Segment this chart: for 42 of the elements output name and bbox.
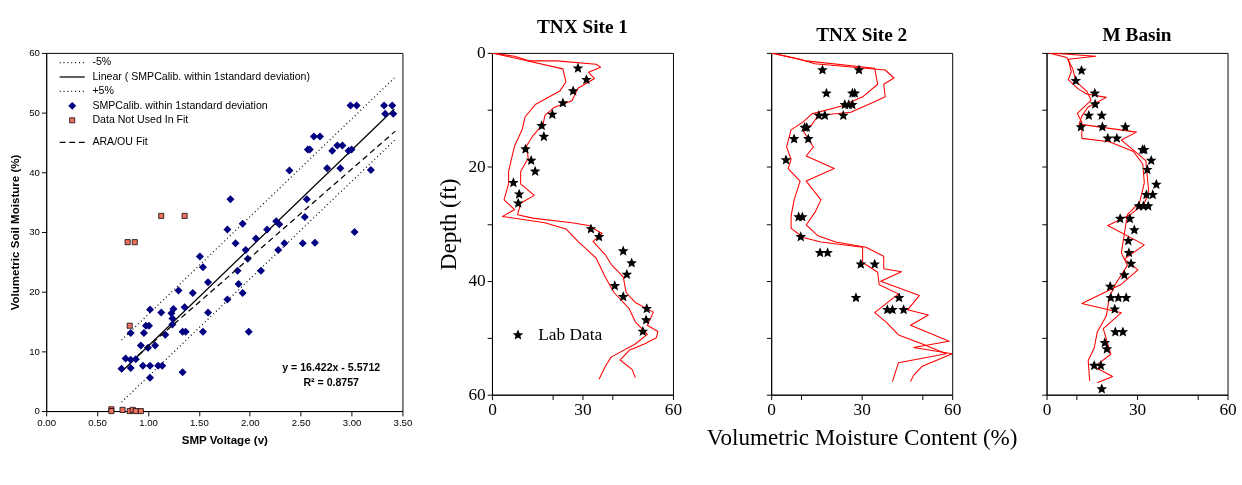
x-tick-label: 0.50	[88, 417, 107, 428]
x-tick-label: 1.00	[139, 417, 158, 428]
y-tick-label: 20	[29, 286, 40, 298]
x-tick-label: 0.00	[37, 417, 57, 428]
legend-label: SMPCalib. within 1standard deviation	[92, 98, 268, 111]
y-tick-label: 60	[29, 47, 40, 59]
annotation: y = 16.422x - 5.5712	[282, 360, 381, 373]
legend-label: Lab Data	[538, 324, 603, 344]
x-axis-title: Volumetric Moisture Content (%)	[706, 424, 1018, 451]
x-tick-label: 0	[1042, 400, 1052, 420]
chart-title: TNX Site 2	[816, 23, 908, 45]
y-tick-label: 40	[29, 166, 40, 178]
y-tick-label: 60	[468, 385, 486, 405]
x-tick-label: 60	[944, 400, 962, 420]
legend-label: -5%	[92, 55, 112, 68]
legend-label: Data Not Used In Fit	[92, 113, 189, 126]
x-tick-label: 2.50	[291, 417, 311, 428]
x-tick-label: 3.50	[393, 417, 413, 428]
legend-label: ARA/OU Fit	[92, 135, 148, 148]
x-axis-title: SMP Voltage (v)	[181, 434, 269, 447]
y-axis-title: Depth (ft)	[434, 178, 461, 271]
legend-label: +5%	[92, 84, 115, 97]
legend-label: Linear ( SMPCalib. within 1standard deviation)	[92, 69, 310, 82]
x-tick-label: 0	[767, 400, 777, 420]
y-tick-label: 10	[29, 345, 40, 357]
y-tick-label: 20	[468, 157, 486, 177]
y-tick-label: 40	[468, 271, 486, 291]
annotation: R² = 0.8757	[303, 376, 360, 389]
x-tick-label: 1.50	[190, 417, 209, 428]
x-tick-label: 30	[1128, 400, 1147, 420]
y-tick-label: 50	[29, 106, 40, 118]
x-tick-label: 30	[853, 400, 871, 420]
x-tick-label: 60	[664, 400, 683, 420]
chart-title: M Basin	[1102, 23, 1172, 45]
x-tick-label: 30	[574, 400, 592, 420]
chart-title: TNX Site 1	[537, 15, 628, 37]
y-axis-title: Volumetric Soil Moisture (%)	[8, 154, 21, 311]
x-tick-label: 60	[1219, 400, 1237, 420]
y-tick-label: 0	[477, 43, 486, 63]
x-tick-label: 2.00	[240, 417, 260, 428]
y-tick-label: 30	[29, 226, 40, 238]
x-tick-label: 3.00	[342, 417, 362, 428]
